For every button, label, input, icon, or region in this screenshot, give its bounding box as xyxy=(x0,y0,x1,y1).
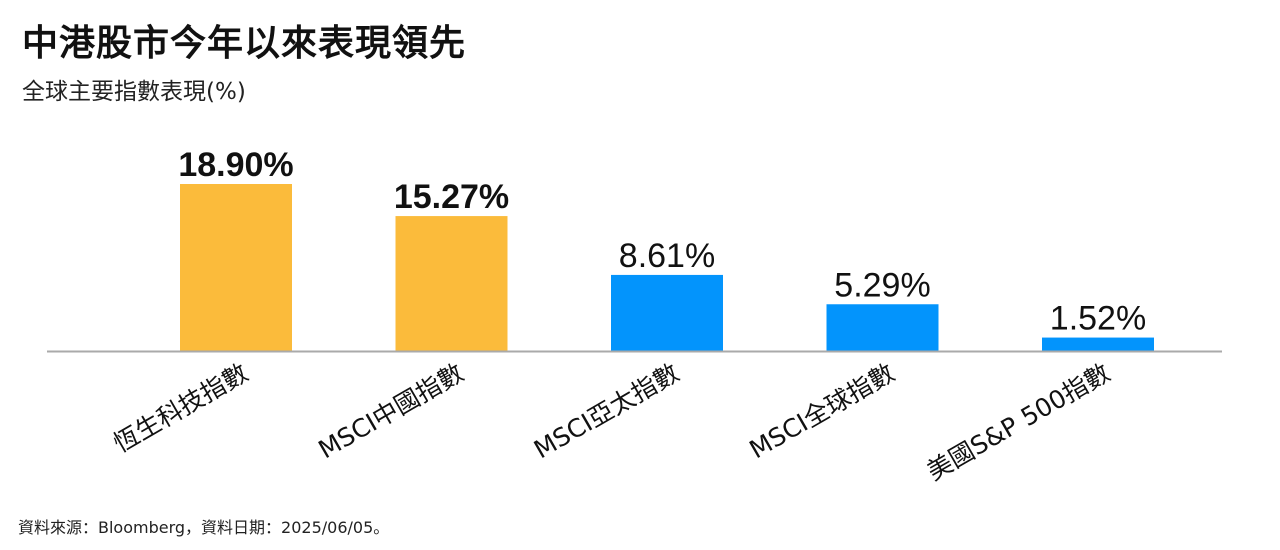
chart-subtitle: 全球主要指數表現(%) xyxy=(22,79,246,105)
value-label-4: 5.29% xyxy=(834,266,930,304)
bar-2 xyxy=(395,216,508,351)
value-label-3: 8.61% xyxy=(619,237,715,275)
bar-4 xyxy=(826,304,939,351)
value-label-5: 1.52% xyxy=(1050,300,1146,338)
category-label-1: 恆生科技指數 xyxy=(109,358,253,458)
category-label-2: MSCI中國指數 xyxy=(313,358,468,464)
value-label-1: 18.90% xyxy=(178,146,293,184)
value-label-2: 15.27% xyxy=(394,178,509,216)
chart-title: 中港股市今年以來表現領先 xyxy=(22,23,467,64)
bar-1 xyxy=(180,184,292,351)
bar-3 xyxy=(611,274,723,351)
bar-5 xyxy=(1042,337,1154,351)
category-label-3: MSCI亞太指數 xyxy=(529,358,684,464)
category-label-5: 美國S&P 500指數 xyxy=(922,358,1115,486)
source-note: 資料來源：Bloomberg，資料日期：2025/06/05。 xyxy=(18,518,390,537)
category-label-4: MSCI全球指數 xyxy=(744,358,899,464)
